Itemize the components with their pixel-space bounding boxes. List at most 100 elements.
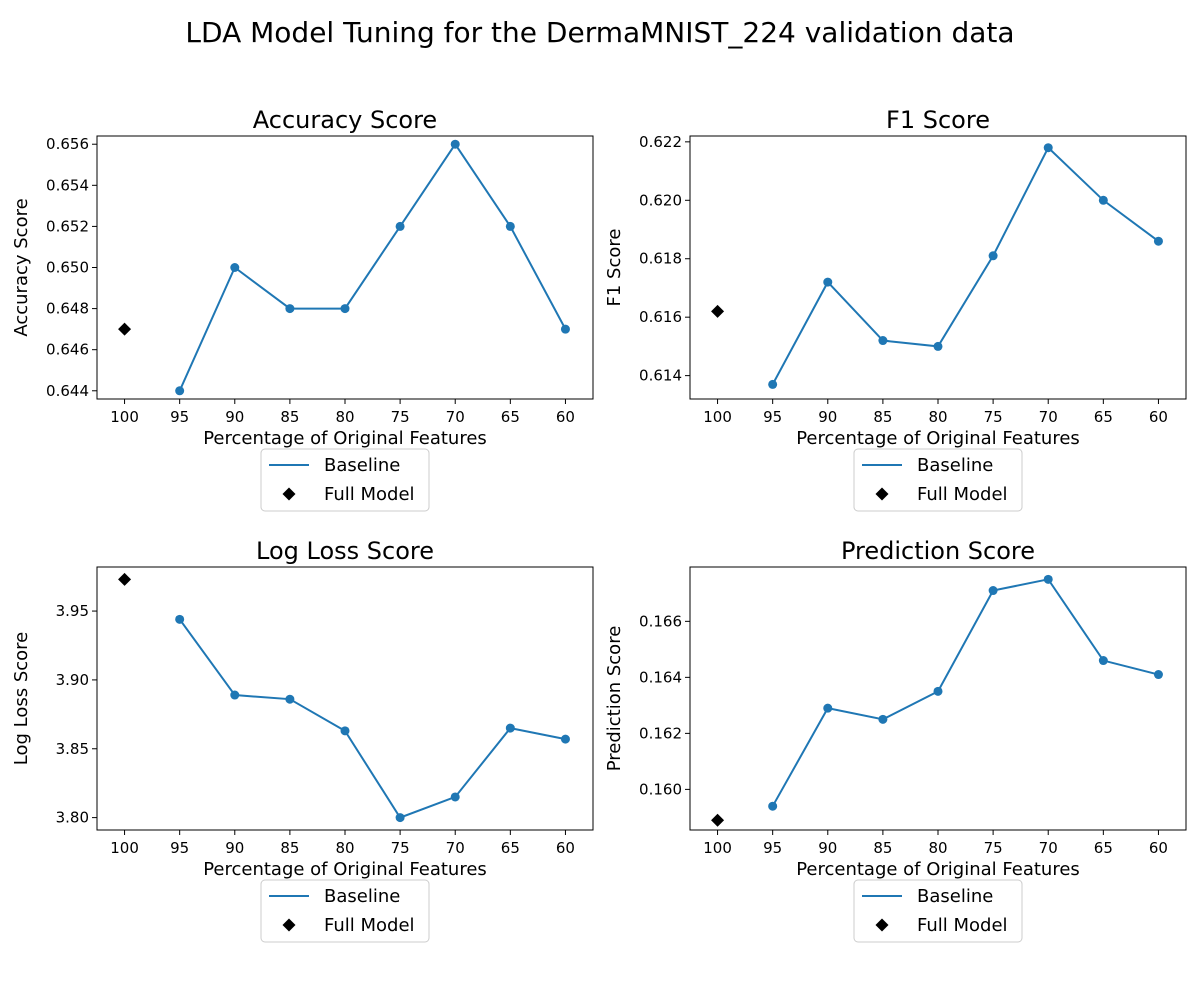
- data-point-baseline: [1098, 195, 1108, 205]
- y-tick-label: 0.644: [46, 382, 89, 400]
- y-tick-label: 3.95: [56, 602, 89, 620]
- data-point-baseline: [395, 813, 405, 823]
- data-point-baseline: [450, 139, 460, 149]
- data-point-baseline: [505, 221, 515, 231]
- x-tick-label: 70: [446, 408, 465, 426]
- data-point-baseline: [933, 686, 943, 696]
- x-tick-label: 90: [818, 839, 837, 857]
- x-tick-label: 65: [1094, 839, 1113, 857]
- data-point-baseline: [1153, 670, 1163, 680]
- x-tick-label: 90: [225, 839, 244, 857]
- legend-label-baseline: Baseline: [917, 455, 993, 476]
- legend-label-full-model: Full Model: [917, 915, 1008, 936]
- y-axis-label: Accuracy Score: [11, 198, 32, 336]
- x-tick-label: 60: [556, 408, 575, 426]
- x-tick-label: 65: [1094, 408, 1113, 426]
- data-point-baseline: [823, 277, 833, 287]
- plot-frame: [689, 566, 1187, 831]
- x-tick-label: 90: [818, 408, 837, 426]
- x-tick-label: 100: [110, 408, 139, 426]
- legend-full-model-swatch: [282, 918, 296, 932]
- legend-label-full-model: Full Model: [324, 484, 415, 505]
- x-tick-label: 95: [170, 408, 189, 426]
- data-point-baseline: [1043, 574, 1053, 584]
- y-tick-label: 0.646: [46, 341, 89, 359]
- y-tick-label: 0.162: [639, 724, 682, 742]
- subplot-title: Log Loss Score: [256, 537, 434, 565]
- subplot-2: F1 Score 100 95 90 85 80 75 70 65 60 0.614 0.616 0.6…: [604, 106, 1187, 512]
- x-tick-label: 60: [1149, 408, 1168, 426]
- series-line-baseline: [771, 578, 1159, 807]
- y-tick-label: 0.160: [639, 780, 682, 798]
- x-tick-label: 80: [928, 839, 947, 857]
- data-point-baseline: [1098, 656, 1108, 666]
- y-tick-label: 0.656: [46, 135, 89, 153]
- x-axis-label: Percentage of Original Features: [796, 859, 1080, 880]
- x-tick-label: 100: [703, 839, 732, 857]
- y-tick-label: 0.652: [46, 217, 89, 235]
- x-axis-label: Percentage of Original Features: [796, 428, 1080, 449]
- legend-full-model-swatch: [282, 487, 296, 501]
- legend-label-full-model: Full Model: [324, 915, 415, 936]
- plot-frame: [96, 135, 594, 400]
- figure-title: LDA Model Tuning for the DermaMNIST_224 …: [185, 16, 1014, 49]
- x-axis-label: Percentage of Original Features: [203, 859, 487, 880]
- series-line-baseline: [178, 142, 567, 392]
- series-line-baseline: [771, 146, 1160, 385]
- x-tick-label: 65: [501, 839, 520, 857]
- data-point-baseline: [395, 221, 405, 231]
- data-point-baseline: [768, 801, 778, 811]
- data-point-baseline: [823, 703, 833, 713]
- x-tick-label: 80: [335, 408, 354, 426]
- data-point-baseline: [175, 614, 185, 624]
- y-tick-label: 0.650: [46, 259, 89, 277]
- data-point-baseline: [878, 336, 888, 346]
- x-tick-label: 85: [280, 408, 299, 426]
- x-tick-label: 65: [501, 408, 520, 426]
- data-point-baseline: [988, 586, 998, 596]
- y-tick-label: 0.618: [639, 250, 682, 268]
- x-tick-label: 60: [1149, 839, 1168, 857]
- legend-label-full-model: Full Model: [917, 484, 1008, 505]
- series-line-baseline: [178, 618, 566, 819]
- data-point-full-model: [118, 572, 132, 586]
- data-point-full-model: [711, 813, 725, 827]
- subplot-grid: Accuracy Score 100 95 90 85 80 75 70 65 60 0.644 0.…: [11, 106, 1187, 943]
- x-axis-label: Percentage of Original Features: [203, 428, 487, 449]
- x-tick-label: 60: [556, 839, 575, 857]
- legend: Baseline Full Model: [853, 448, 1023, 512]
- x-tick-label: 75: [984, 839, 1003, 857]
- subplot-1: Accuracy Score 100 95 90 85 80 75 70 65 60 0.644 0.…: [11, 106, 594, 512]
- x-tick-label: 80: [928, 408, 947, 426]
- y-axis-label: F1 Score: [604, 229, 625, 307]
- legend-label-baseline: Baseline: [917, 886, 993, 907]
- y-tick-label: 0.616: [639, 308, 682, 326]
- y-axis-label: Prediction Score: [604, 626, 625, 772]
- subplot-3: Log Loss Score 100 95 90 85 80 75 70 65 60 3.80 3.8…: [11, 537, 594, 943]
- legend: Baseline Full Model: [853, 879, 1023, 943]
- data-point-baseline: [450, 792, 460, 802]
- data-point-baseline: [988, 251, 998, 261]
- y-tick-label: 0.622: [639, 133, 682, 151]
- x-tick-label: 85: [873, 408, 892, 426]
- x-tick-label: 70: [1039, 408, 1058, 426]
- y-tick-label: 3.85: [56, 740, 89, 758]
- y-tick-label: 0.614: [639, 367, 682, 385]
- subplot-title: F1 Score: [886, 106, 990, 134]
- x-tick-label: 100: [703, 408, 732, 426]
- y-tick-label: 3.80: [56, 809, 89, 827]
- x-tick-label: 95: [763, 408, 782, 426]
- x-tick-label: 95: [170, 839, 189, 857]
- data-point-baseline: [285, 304, 295, 314]
- data-point-baseline: [560, 324, 570, 334]
- y-tick-label: 0.654: [46, 176, 89, 194]
- x-tick-label: 75: [391, 839, 410, 857]
- subplot-title: Prediction Score: [841, 537, 1035, 565]
- x-tick-label: 70: [446, 839, 465, 857]
- subplot-4: Prediction Score 100 95 90 85 80 75 70 65 60 0.160…: [604, 537, 1187, 943]
- x-tick-label: 75: [391, 408, 410, 426]
- y-tick-label: 0.164: [639, 668, 682, 686]
- subplot-title: Accuracy Score: [253, 106, 437, 134]
- data-point-baseline: [175, 386, 185, 396]
